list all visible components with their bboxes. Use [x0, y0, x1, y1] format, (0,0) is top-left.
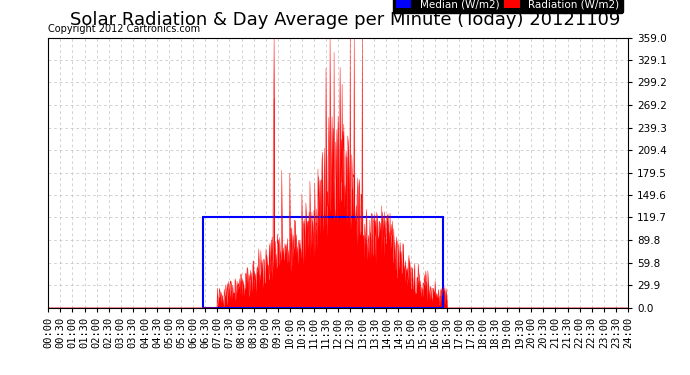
Text: Solar Radiation & Day Average per Minute (Today) 20121109: Solar Radiation & Day Average per Minute… — [70, 11, 620, 29]
Legend: Median (W/m2), Radiation (W/m2): Median (W/m2), Radiation (W/m2) — [393, 0, 622, 13]
Text: Copyright 2012 Cartronics.com: Copyright 2012 Cartronics.com — [48, 24, 200, 34]
